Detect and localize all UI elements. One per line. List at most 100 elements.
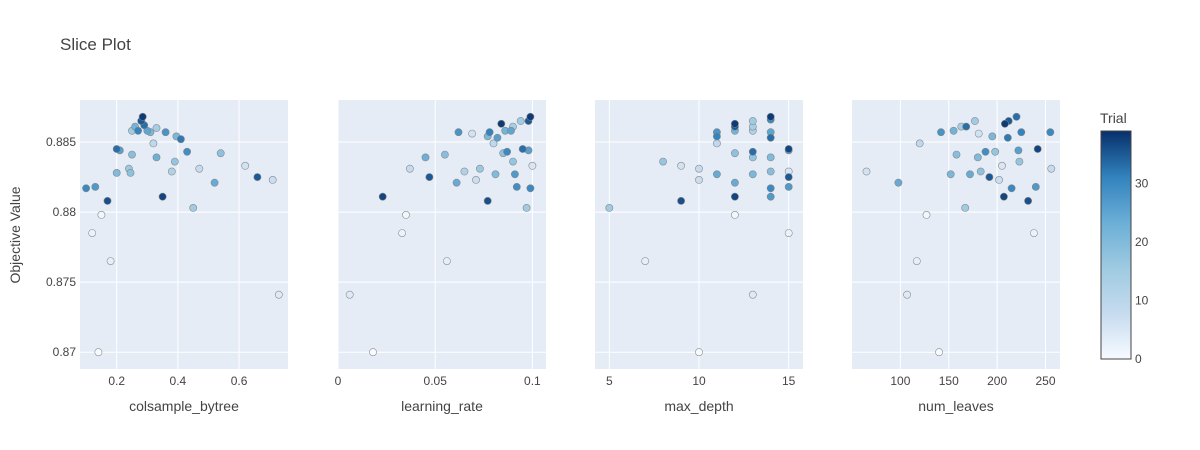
x-tick-label: 0.2 xyxy=(108,374,125,388)
data-point xyxy=(516,117,525,125)
subplot-colsample-bytree: 0.87 0.875 0.88 0.885 0.2 0.4 0.6 colsample_byt… xyxy=(46,100,288,414)
data-point xyxy=(903,290,911,299)
colorbar-tick-label: 30 xyxy=(1135,177,1149,191)
data-point xyxy=(915,139,924,148)
data-point xyxy=(112,145,121,153)
data-point xyxy=(526,112,535,121)
y-tick-label: 0.87 xyxy=(53,345,77,359)
data-point xyxy=(210,178,219,187)
data-point xyxy=(937,128,945,137)
y-axis-label: Objective Value xyxy=(7,186,23,283)
data-point xyxy=(442,257,451,265)
y-tick-label: 0.875 xyxy=(46,275,76,289)
x-tick-label: 200 xyxy=(987,374,1007,388)
data-point xyxy=(1024,196,1032,205)
data-point xyxy=(962,122,971,131)
colorbar-tick-label: 10 xyxy=(1135,294,1149,308)
data-point xyxy=(106,257,115,265)
data-point xyxy=(935,348,943,357)
data-point xyxy=(126,168,135,177)
data-point xyxy=(398,229,406,237)
data-point xyxy=(176,135,185,144)
data-point xyxy=(677,196,685,205)
data-point xyxy=(976,167,985,176)
data-point xyxy=(1007,184,1016,193)
x-tick-label: 0.6 xyxy=(231,374,248,388)
data-point xyxy=(695,348,703,357)
chart-title: Slice Plot xyxy=(60,35,131,54)
data-point xyxy=(134,126,142,135)
colorbar-title: Trial xyxy=(1100,110,1127,126)
subplot-max-depth: 5 10 15 max_depth xyxy=(595,100,803,414)
data-point xyxy=(641,257,650,265)
data-point xyxy=(402,210,410,219)
data-point xyxy=(1030,229,1038,237)
data-point xyxy=(425,173,434,181)
data-point xyxy=(766,184,775,193)
data-point xyxy=(421,153,430,162)
data-point xyxy=(1017,128,1026,137)
data-point xyxy=(460,167,469,176)
x-tick-label: 100 xyxy=(890,374,910,388)
data-point xyxy=(528,161,537,170)
data-point xyxy=(378,192,387,201)
data-point xyxy=(991,147,1000,156)
data-point xyxy=(241,161,250,170)
data-point xyxy=(971,117,979,125)
data-point xyxy=(518,145,527,153)
x-tick-label: 0.1 xyxy=(524,374,541,388)
data-point xyxy=(472,175,480,184)
x-tick-label: 0 xyxy=(335,374,342,388)
plot-background xyxy=(80,100,288,369)
data-point xyxy=(922,210,931,219)
data-point xyxy=(452,178,461,187)
data-point xyxy=(183,147,191,156)
data-point xyxy=(894,178,903,187)
data-point xyxy=(369,348,377,357)
x-tick-label: 150 xyxy=(939,374,959,388)
data-point xyxy=(454,128,463,137)
data-point xyxy=(468,129,476,138)
data-point xyxy=(952,150,961,159)
data-point xyxy=(966,170,974,179)
data-point xyxy=(1012,112,1021,121)
data-point xyxy=(497,119,506,128)
data-point xyxy=(766,133,775,142)
data-point xyxy=(946,170,955,179)
subplot-panels: 0.87 0.875 0.88 0.885 0.2 0.4 0.6 colsample_byt… xyxy=(46,100,1060,414)
data-point xyxy=(784,182,793,191)
data-point xyxy=(170,157,179,166)
data-point xyxy=(605,203,614,212)
data-point xyxy=(731,149,739,158)
data-point xyxy=(862,167,871,176)
data-point xyxy=(912,257,921,265)
data-point xyxy=(268,175,277,184)
data-point xyxy=(489,139,498,148)
x-tick-label: 10 xyxy=(692,374,706,388)
data-point xyxy=(1015,157,1024,166)
x-tick-label: 0.4 xyxy=(170,374,187,388)
data-point xyxy=(440,150,449,159)
data-point xyxy=(713,170,721,179)
data-point xyxy=(784,229,793,237)
data-point xyxy=(405,164,414,173)
data-point xyxy=(748,117,757,125)
y-tick-label: 0.88 xyxy=(53,205,77,219)
data-point xyxy=(88,229,97,237)
data-point xyxy=(998,161,1006,170)
data-point xyxy=(475,164,484,173)
data-point xyxy=(731,178,739,187)
data-point xyxy=(695,164,703,173)
data-point xyxy=(97,210,106,219)
data-point xyxy=(103,196,112,205)
data-point xyxy=(94,348,103,357)
data-point xyxy=(949,126,958,135)
x-tick-label: 0.05 xyxy=(424,374,448,388)
data-point xyxy=(973,153,982,162)
data-point xyxy=(216,149,225,158)
colorbar-tick-label: 20 xyxy=(1135,235,1149,249)
data-point xyxy=(748,290,757,299)
data-point xyxy=(161,128,170,137)
x-axis-label: learning_rate xyxy=(401,398,483,414)
subplot-learning-rate: 0 0.05 0.1 learning_rate xyxy=(335,100,546,414)
